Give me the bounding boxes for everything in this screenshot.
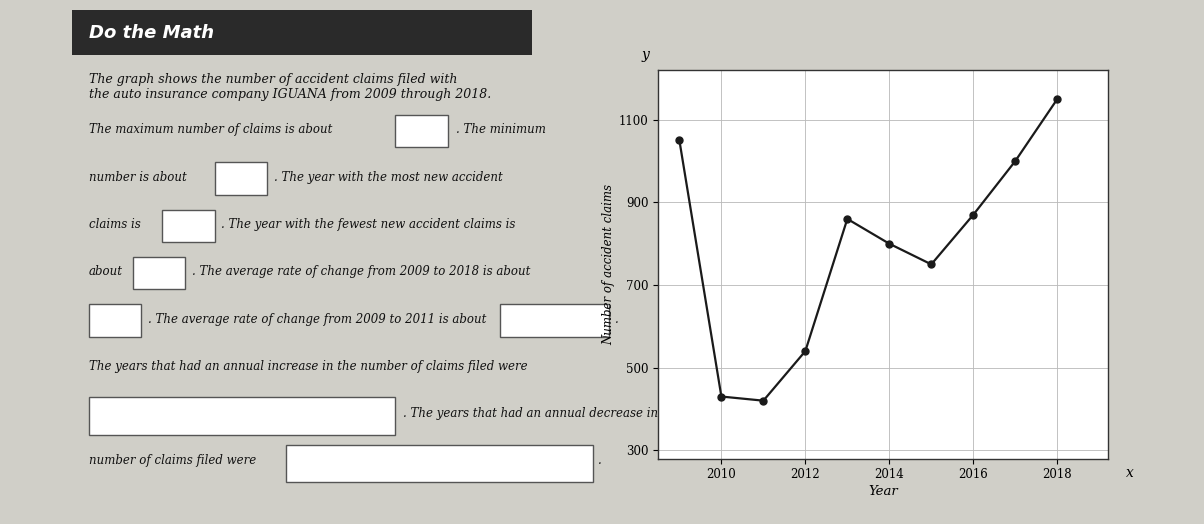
Text: . The year with the most new accident: . The year with the most new accident: [273, 171, 502, 184]
Text: number is about: number is about: [89, 171, 187, 184]
Text: . The minimum: . The minimum: [455, 124, 545, 136]
Text: . The average rate of change from 2009 to 2011 is about: . The average rate of change from 2009 t…: [148, 313, 486, 325]
FancyBboxPatch shape: [132, 257, 185, 289]
Y-axis label: Number of accident claims: Number of accident claims: [602, 184, 615, 345]
Text: claims is: claims is: [89, 218, 141, 231]
Text: . The year with the fewest new accident claims is: . The year with the fewest new accident …: [222, 218, 515, 231]
Text: Do the Math: Do the Math: [89, 24, 214, 42]
Text: .: .: [614, 313, 619, 325]
Text: The years that had an annual increase in the number of claims filed were: The years that had an annual increase in…: [89, 360, 527, 373]
Text: x: x: [1126, 466, 1133, 481]
Text: .: .: [598, 454, 602, 467]
Text: about: about: [89, 265, 123, 278]
FancyBboxPatch shape: [214, 162, 267, 195]
Text: number of claims filed were: number of claims filed were: [89, 454, 256, 467]
Text: The maximum number of claims is about: The maximum number of claims is about: [89, 124, 332, 136]
Text: . The years that had an annual decrease in the: . The years that had an annual decrease …: [403, 407, 681, 420]
Text: y: y: [642, 48, 649, 62]
Text: . The average rate of change from 2009 to 2018 is about: . The average rate of change from 2009 t…: [191, 265, 530, 278]
FancyBboxPatch shape: [285, 444, 592, 482]
Text: The graph shows the number of accident claims filed with
the auto insurance comp: The graph shows the number of accident c…: [89, 73, 491, 101]
FancyBboxPatch shape: [72, 10, 532, 56]
FancyBboxPatch shape: [89, 304, 141, 336]
FancyBboxPatch shape: [500, 304, 609, 336]
FancyBboxPatch shape: [163, 210, 214, 242]
X-axis label: Year: Year: [868, 485, 898, 498]
FancyBboxPatch shape: [395, 115, 448, 147]
FancyBboxPatch shape: [89, 397, 395, 434]
